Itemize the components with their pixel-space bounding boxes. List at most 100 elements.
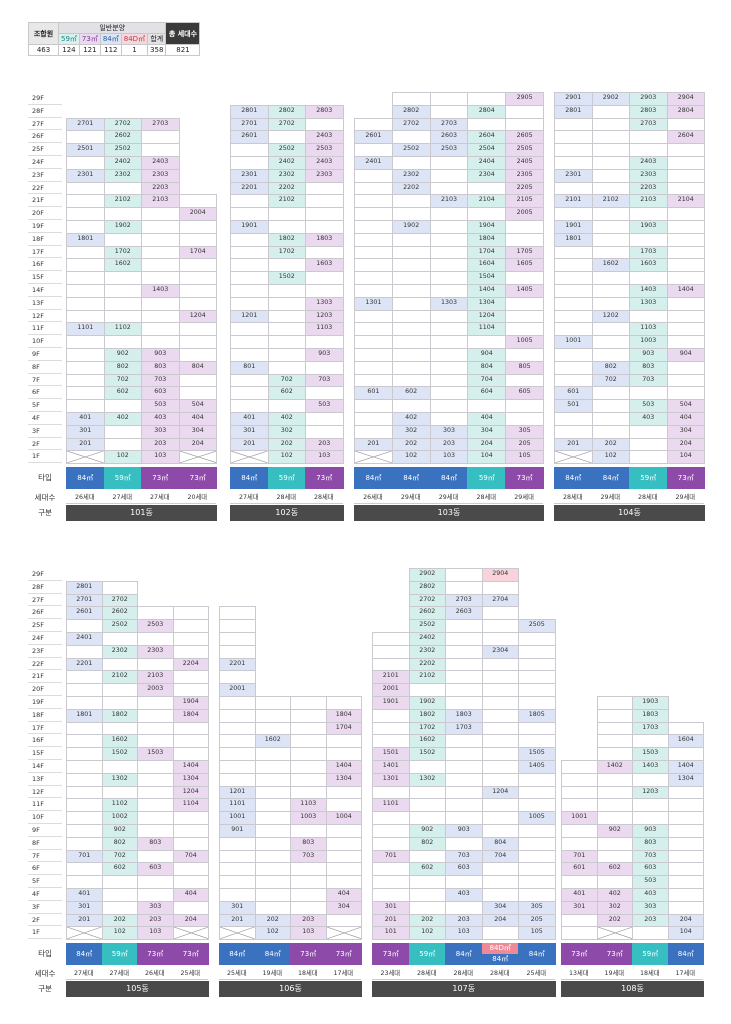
unit-cell: [325, 862, 362, 877]
unit-cell: [267, 130, 306, 145]
unit-cell: [137, 875, 174, 889]
type-cell-73: 73㎡: [137, 943, 174, 966]
unit-cell: [254, 824, 291, 838]
unit-cell: [591, 232, 630, 247]
floor-label: 4F: [28, 888, 62, 901]
unit-cell: [66, 824, 103, 838]
unit-cell: 1104: [467, 322, 507, 337]
unit-cell: [429, 386, 469, 401]
unit-cell: [505, 296, 544, 311]
unit-cell: [305, 117, 344, 132]
row-label-type: 타입: [38, 949, 52, 959]
unit-cell: [481, 926, 519, 941]
unit-cell: 2601: [66, 606, 103, 621]
unit-cell: 401: [561, 888, 598, 902]
unit-cell: 2502: [408, 619, 446, 633]
unit-cell: 902: [101, 824, 138, 838]
unit-cell: 1004: [325, 811, 362, 825]
unit-cell: 1302: [101, 772, 138, 787]
unit-cell: [172, 632, 209, 646]
unit-cell: 2103: [629, 194, 668, 209]
unit-cell: 1001: [561, 811, 598, 825]
type-cell-84: 84㎡: [230, 467, 269, 490]
floor-label: 11F: [28, 798, 62, 812]
unit-cell: 2304: [467, 168, 507, 183]
unit-cell: [481, 696, 519, 710]
building-name-bar: 103동: [354, 505, 544, 522]
unit-count: 27세대: [101, 967, 137, 981]
unit-cell: [554, 130, 593, 145]
unit-cell: [267, 258, 306, 273]
unit-cell: 504: [178, 399, 217, 413]
unit-cell: [172, 721, 209, 736]
unit-cell: [178, 271, 217, 285]
floor-label: 8F: [28, 361, 62, 374]
unit-cell: [137, 721, 174, 736]
unit-cell: [137, 632, 174, 646]
unit-cell: [445, 568, 483, 582]
unit-cell: [666, 220, 705, 234]
unit-cell: 2204: [172, 657, 209, 672]
unit-cell: [518, 785, 556, 800]
unit-cell: [591, 412, 630, 426]
unit-cell: 1403: [629, 284, 668, 298]
unit-cell: [391, 373, 431, 388]
unit-cell: [267, 296, 306, 311]
unit-cell: 701: [561, 849, 598, 864]
unit-cell: 2105: [505, 194, 544, 209]
type-cell-73: 73㎡: [596, 943, 633, 966]
unit-cell: [518, 721, 556, 736]
unit-cell: [141, 309, 180, 324]
sum-value: 358: [147, 44, 167, 56]
unit-cell: [305, 181, 344, 196]
unit-cell: [178, 284, 217, 298]
unit-cell: [629, 143, 668, 157]
unit-cell: [230, 284, 269, 298]
unit-cell: 304: [467, 424, 507, 439]
unit-cell: 1403: [632, 760, 669, 774]
unit-cell: [408, 900, 446, 915]
unit-cell: [554, 348, 593, 362]
unit-cell: 1103: [290, 798, 327, 813]
unit-cell: 302: [596, 900, 633, 915]
floor-label: 4F: [28, 412, 62, 425]
unit-cell: [391, 360, 431, 375]
unit-cell: [172, 747, 209, 761]
unit-cell: [481, 888, 519, 902]
unit-cell: [66, 335, 105, 349]
unit-cell: 602: [391, 386, 431, 401]
unit-cell: [667, 875, 704, 889]
unit-cell: [141, 220, 180, 234]
unit-cell: 2901: [554, 92, 593, 106]
unit-cell: [219, 875, 256, 889]
unit-cell: 2001: [219, 683, 256, 697]
unit-cell: 702: [591, 373, 630, 388]
unit-cell: 1204: [481, 785, 519, 800]
total-value: 821: [165, 44, 201, 56]
unit-cell: 802: [591, 360, 630, 375]
unit-cell: [391, 207, 431, 221]
floor-label: 19F: [28, 696, 62, 709]
unit-cell: 2201: [66, 657, 103, 672]
unit-cell: 202: [408, 913, 446, 928]
unit-cell: 504: [666, 399, 705, 413]
unit-cell: 201: [372, 913, 410, 928]
unit-cell: [445, 734, 483, 749]
unit-cell: 1404: [467, 284, 507, 298]
building-name-bar: 101동: [66, 505, 217, 522]
unit-cell: 2302: [391, 168, 431, 183]
unit-cell: [591, 335, 630, 349]
unit-cell: [391, 399, 431, 413]
unit-cell: [666, 271, 705, 285]
unit-cell: [481, 606, 519, 621]
unit-cell: [254, 900, 291, 915]
unit-cell: 204: [481, 913, 519, 928]
unit-cell: [103, 232, 142, 247]
unit-cell: [267, 220, 306, 234]
unit-cell: [101, 888, 138, 902]
unit-cell: [429, 92, 469, 106]
unit-cell: 601: [554, 386, 593, 401]
unit-cell: [391, 92, 431, 106]
floor-label: 24F: [28, 156, 62, 169]
unit-cell: [554, 309, 593, 324]
